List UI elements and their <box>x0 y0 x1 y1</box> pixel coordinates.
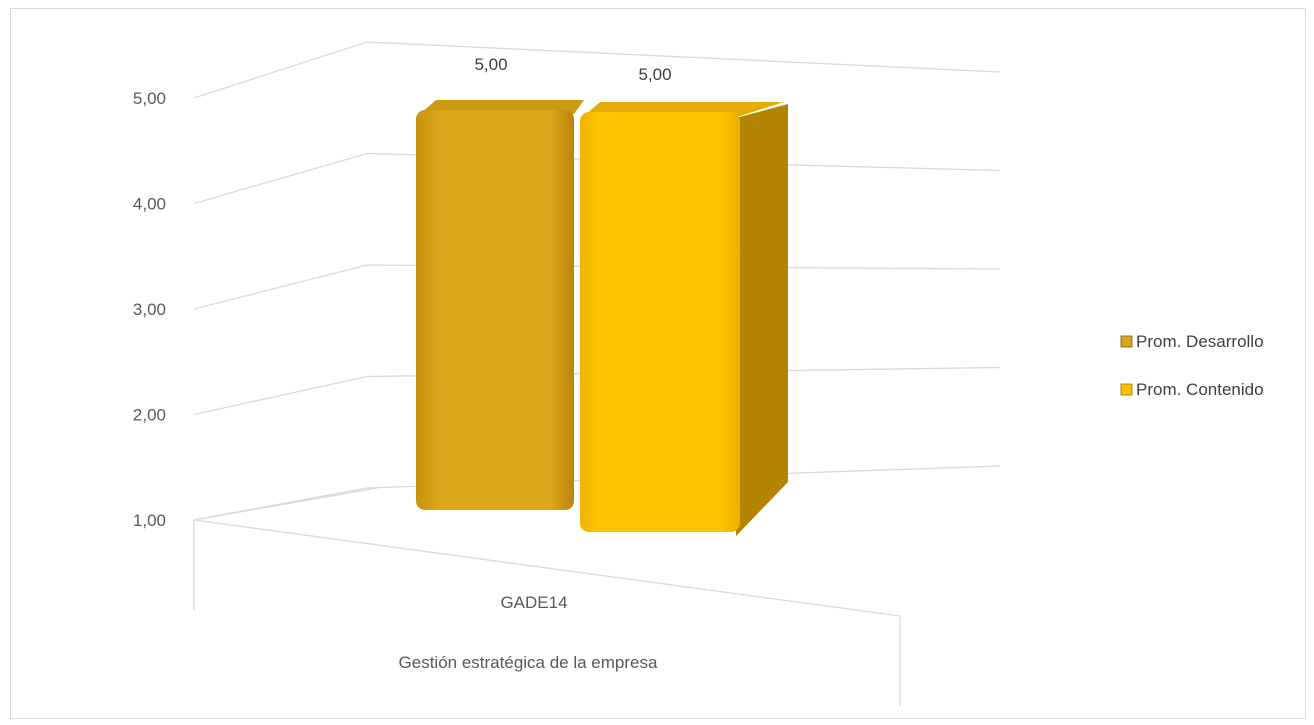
data-label: 5,00 <box>638 65 671 84</box>
y-axis-ticks: 1,00 2,00 3,00 4,00 5,00 <box>133 89 166 530</box>
y-tick-label: 5,00 <box>133 89 166 108</box>
y-tick-label: 3,00 <box>133 300 166 319</box>
data-label: 5,00 <box>474 55 507 74</box>
legend-swatch-desarrollo <box>1120 335 1133 348</box>
chart-walls <box>193 487 901 706</box>
bar-side-face <box>736 104 788 536</box>
legend-item-contenido: Prom. Contenido <box>1120 380 1264 399</box>
group-label: Gestión estratégica de la empresa <box>399 653 658 672</box>
bar-contenido <box>580 102 788 536</box>
legend-label-contenido: Prom. Contenido <box>1136 380 1264 399</box>
gridline-side <box>193 264 368 310</box>
gridline-side <box>193 41 368 99</box>
legend-item-desarrollo: Prom. Desarrollo <box>1120 332 1264 351</box>
y-tick-label: 1,00 <box>133 511 166 530</box>
bar-desarrollo <box>416 100 584 510</box>
gridline-back <box>366 41 1001 73</box>
data-labels: 5,00 5,00 <box>474 55 671 84</box>
legend-label-desarrollo: Prom. Desarrollo <box>1136 332 1264 351</box>
category-label: GADE14 <box>500 593 567 612</box>
bar-front-face <box>580 112 740 532</box>
bars <box>416 100 788 536</box>
gridline-side <box>193 152 368 205</box>
gridline-side <box>193 375 368 416</box>
y-tick-label: 2,00 <box>133 406 166 425</box>
legend: Prom. Desarrollo Prom. Contenido <box>1120 332 1264 399</box>
legend-swatch-contenido <box>1120 383 1133 396</box>
bar-front-face <box>416 110 574 510</box>
y-tick-label: 4,00 <box>133 195 166 214</box>
